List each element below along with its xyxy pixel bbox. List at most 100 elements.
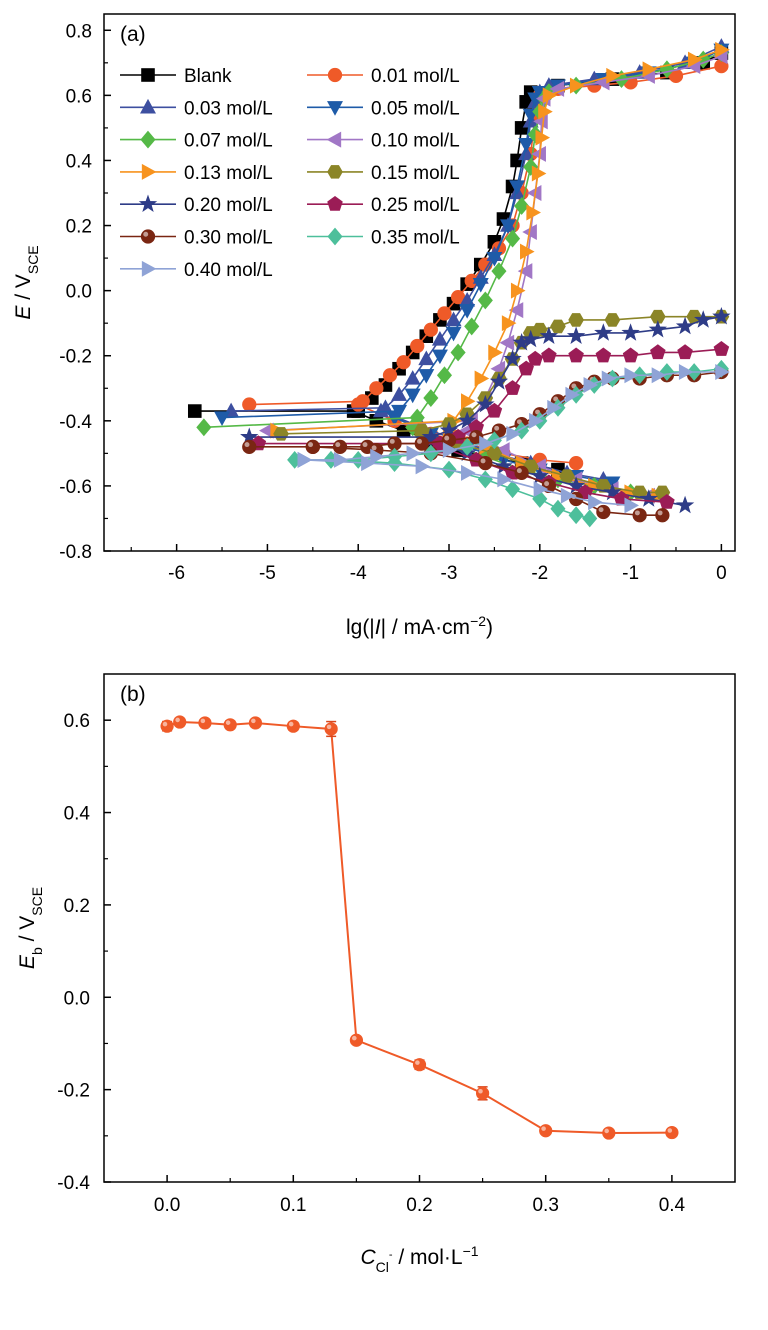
data-point	[712, 307, 731, 325]
data-point	[488, 344, 503, 361]
data-point	[583, 377, 599, 393]
data-point	[242, 439, 257, 454]
legend-label: 0.07 mol/L	[184, 131, 273, 152]
legend-marker	[141, 68, 155, 82]
legend-entry: 0.13 mol/L	[120, 163, 273, 184]
data-point	[518, 145, 535, 161]
data-point	[436, 366, 453, 385]
data-point	[418, 350, 435, 366]
panel-a-legend: Blank 0.01 mol/L 0.03 mol/L 0.05 mol/L 0.07 …	[120, 66, 460, 281]
data-point	[479, 435, 494, 452]
legend-entry: 0.01 mol/L	[307, 66, 460, 87]
data-point	[457, 411, 477, 429]
data-point	[477, 470, 493, 489]
legend-label: 0.20 mol/L	[184, 195, 273, 216]
legend-label: Blank	[184, 66, 232, 87]
data-point	[594, 323, 613, 341]
legend-entry: 0.03 mol/L	[120, 98, 273, 119]
data-point	[198, 716, 212, 730]
y-tick-label: 0.8	[66, 21, 92, 42]
data-point	[517, 263, 533, 280]
data-point	[550, 319, 566, 334]
data-point	[173, 715, 187, 729]
panel-b-series	[160, 715, 679, 1140]
legend-marker	[140, 229, 156, 244]
data-point	[675, 495, 695, 514]
panel-b-breakdown-potential: 0.0 0.1 0.2 0.3 0.4 -0.4 -0.2 0.0 0.2 0.4 0.6 (b)…	[16, 673, 736, 1275]
data-point	[677, 344, 693, 360]
x-tick-label: -3	[441, 563, 458, 584]
data-point	[305, 439, 320, 454]
data-point	[520, 243, 535, 260]
data-point	[568, 506, 584, 525]
data-point	[539, 1124, 553, 1138]
data-point	[503, 349, 522, 367]
legend-marker	[327, 67, 343, 83]
data-point	[650, 344, 666, 360]
panel-b-x-axis-title: CCl- / mol·L−1	[360, 1243, 478, 1275]
data-point	[497, 471, 512, 488]
x-tick-label: 0.3	[532, 1195, 558, 1216]
data-point	[478, 456, 493, 471]
y-tick-label: 0.4	[64, 804, 91, 825]
data-point	[531, 165, 547, 182]
data-point	[529, 412, 544, 429]
cathodic-line	[312, 446, 663, 517]
data-point	[713, 341, 730, 356]
data-point	[659, 494, 675, 509]
data-point	[370, 448, 385, 465]
y-tick-label: 0.4	[66, 151, 93, 172]
data-point	[547, 399, 562, 416]
data-point	[372, 402, 389, 418]
data-point	[187, 404, 202, 418]
data-point	[550, 499, 566, 518]
data-point	[694, 310, 713, 328]
data-point	[604, 313, 621, 327]
panel-b-y-axis: -0.4 -0.2 0.0 0.2 0.4 0.6	[57, 711, 111, 1194]
x-tick-label: -5	[259, 563, 276, 584]
legend-marker	[141, 163, 157, 180]
data-point	[196, 418, 212, 437]
data-point	[648, 320, 668, 338]
data-point	[655, 508, 670, 523]
data-point	[560, 487, 576, 504]
data-point	[505, 229, 521, 248]
data-point	[568, 456, 584, 471]
data-point	[505, 480, 521, 499]
data-point	[214, 411, 231, 426]
x-tick-label: 0	[716, 563, 727, 584]
data-point	[391, 386, 408, 401]
data-point	[369, 381, 384, 396]
data-point	[603, 482, 622, 501]
legend-entry: 0.07 mol/L	[120, 131, 273, 152]
data-point	[486, 402, 503, 418]
panel-b-x-axis: 0.0 0.1 0.2 0.3 0.4	[154, 1175, 686, 1216]
data-point	[665, 1125, 679, 1140]
data-point	[406, 445, 422, 462]
data-point	[715, 41, 730, 58]
data-point	[518, 138, 535, 153]
y-tick-label: -0.2	[59, 347, 92, 368]
legend-entry: 0.10 mol/L	[307, 131, 460, 152]
data-point	[582, 509, 598, 528]
series-line	[166, 721, 672, 1135]
data-point	[386, 454, 403, 473]
x-tick-label: -6	[168, 563, 185, 584]
data-point	[566, 326, 586, 345]
data-point	[461, 393, 476, 410]
legend-marker	[138, 194, 158, 213]
data-point	[642, 61, 658, 78]
data-point	[595, 347, 612, 363]
data-point	[569, 77, 585, 94]
data-point	[404, 388, 421, 404]
panel-a-y-axis-title: E / VSCE	[12, 245, 41, 319]
y-tick-label: 0.2	[66, 217, 92, 238]
data-point	[514, 465, 529, 481]
data-point	[506, 425, 521, 442]
data-point	[223, 718, 237, 732]
data-point	[527, 125, 543, 144]
data-point	[509, 180, 526, 195]
data-point	[602, 1126, 616, 1140]
data-point	[464, 317, 480, 336]
